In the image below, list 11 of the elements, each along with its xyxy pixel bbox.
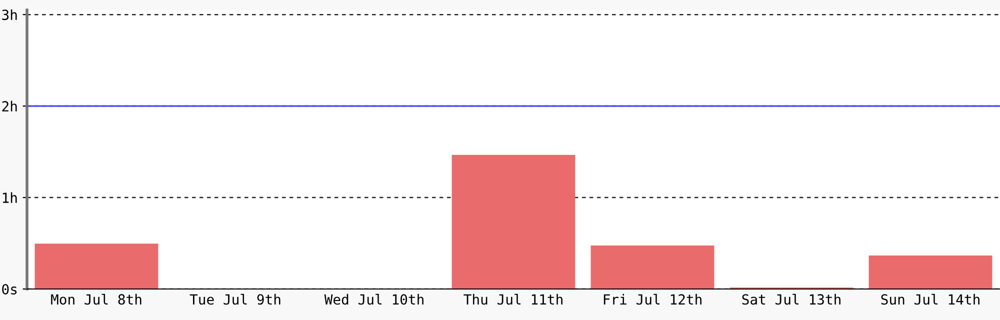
- x-tick-label: Sun Jul 14th: [881, 294, 980, 305]
- x-tick-label: Mon Jul 8th: [51, 294, 142, 305]
- y-tick-label: 0s: [2, 284, 17, 295]
- x-tick-label: Sat Jul 13th: [742, 294, 840, 305]
- x-tick-label: Tue Jul 9th: [190, 294, 280, 305]
- x-tick-label: Wed Jul 10th: [324, 294, 424, 305]
- y-tick-label: 1h: [2, 192, 17, 203]
- x-tick-label: Thu Jul 11th: [464, 294, 562, 305]
- y-tick-label: 3h: [2, 9, 17, 20]
- y-tick-label: 2h: [2, 100, 17, 112]
- x-tick-label: Fri Jul 12th: [604, 294, 702, 305]
